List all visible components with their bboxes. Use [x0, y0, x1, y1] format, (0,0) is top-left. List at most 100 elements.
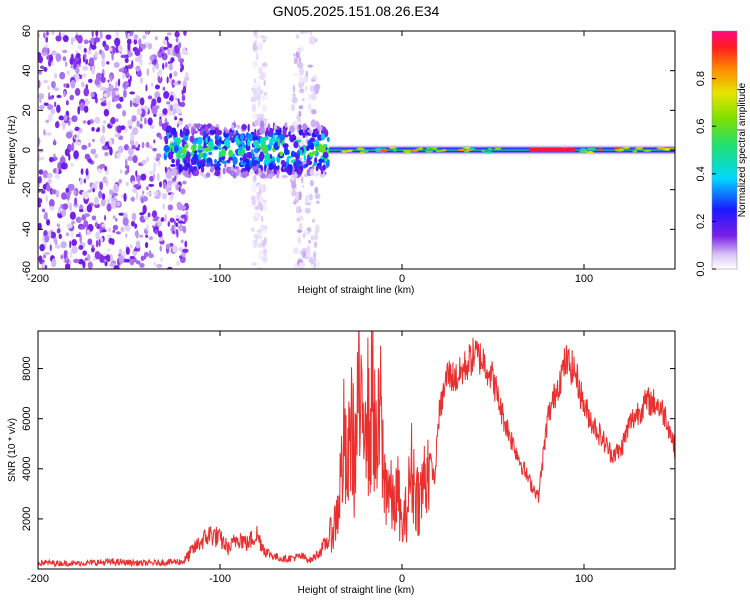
heatmap-cell: [196, 136, 203, 145]
heatmap-cell: [392, 149, 397, 152]
heatmap-cell: [289, 125, 295, 133]
heatmap-cell: [51, 258, 57, 268]
heatmap-cell: [171, 230, 176, 235]
heatmap-cell: [64, 148, 70, 157]
heatmap-cell: [236, 167, 240, 177]
heatmap-cell: [144, 241, 149, 249]
spectrogram-x-ticks: -200 -100 0 100: [27, 31, 593, 285]
heatmap-cell: [298, 191, 302, 201]
heatmap-cell: [53, 138, 56, 146]
heatmap-cell: [91, 244, 95, 248]
heatmap-cell: [388, 146, 396, 149]
heatmap-cell: [221, 148, 227, 157]
heatmap-cell: [177, 220, 184, 224]
heatmap-cell: [111, 51, 114, 61]
heatmap-cell: [127, 147, 134, 156]
heatmap-cell: [311, 263, 315, 269]
heatmap-cell: [83, 105, 89, 113]
heatmap-cell: [55, 35, 62, 42]
heatmap-cell: [63, 250, 68, 259]
heatmap-cell: [124, 80, 129, 87]
heatmap-cell: [257, 42, 263, 51]
heatmap-cell: [101, 223, 106, 228]
heatmap-cell: [161, 62, 165, 70]
heatmap-cell: [178, 163, 183, 173]
heatmap-cell: [379, 149, 388, 153]
heatmap-cell: [38, 79, 41, 89]
heatmap-cell: [159, 48, 163, 53]
heatmap-cell: [175, 159, 180, 167]
heatmap-cell: [314, 172, 320, 177]
heatmap-cell: [177, 98, 180, 104]
heatmap-cell: [82, 120, 87, 124]
spectrogram-y-tick-label: -60: [21, 261, 33, 277]
heatmap-cell: [108, 189, 114, 195]
heatmap-cell: [163, 144, 170, 153]
heatmap-cell: [261, 62, 268, 68]
heatmap-cell: [293, 141, 299, 149]
heatmap-cell: [241, 146, 245, 156]
heatmap-region: [529, 148, 575, 152]
heatmap-cell: [268, 173, 273, 180]
heatmap-cell: [119, 96, 124, 103]
heatmap-cell: [153, 139, 156, 144]
heatmap-cell: [85, 58, 89, 65]
heatmap-cell: [207, 141, 213, 148]
heatmap-cell: [142, 196, 148, 202]
heatmap-cell: [213, 146, 219, 150]
heatmap-cell: [143, 117, 147, 125]
heatmap-cell: [99, 136, 106, 144]
heatmap-cell: [106, 203, 112, 212]
heatmap-cell: [109, 47, 113, 52]
heatmap-cell: [193, 165, 198, 171]
heatmap-cell: [133, 38, 138, 45]
heatmap-cell: [59, 71, 66, 80]
heatmap-cell: [112, 215, 116, 220]
heatmap-cell: [108, 138, 113, 147]
heatmap-cell: [181, 89, 184, 95]
heatmap-cell: [42, 254, 47, 259]
heatmap-cell: [152, 64, 156, 73]
heatmap-cell: [84, 98, 88, 103]
heatmap-cell: [361, 149, 369, 153]
heatmap-cell: [614, 149, 625, 152]
heatmap-cell: [129, 91, 136, 95]
heatmap-cell: [179, 101, 186, 108]
heatmap-cell: [69, 249, 73, 259]
heatmap-cell: [135, 260, 141, 265]
heatmap-cell: [306, 159, 311, 166]
heatmap-cell: [214, 127, 219, 131]
heatmap-cell: [38, 169, 44, 175]
heatmap-cell: [78, 245, 84, 251]
heatmap-cell: [254, 205, 260, 210]
heatmap-cell: [91, 215, 97, 221]
heatmap-cell: [74, 197, 78, 206]
heatmap-cell: [154, 228, 158, 235]
heatmap-cell: [220, 160, 228, 164]
heatmap-cell: [255, 194, 258, 203]
heatmap-cell: [169, 196, 173, 201]
heatmap-cell: [73, 150, 79, 159]
heatmap-cell: [247, 133, 254, 138]
heatmap-cell: [154, 36, 159, 41]
heatmap-cell: [307, 103, 312, 112]
heatmap-cell: [262, 104, 267, 113]
heatmap-cell: [95, 31, 99, 37]
heatmap-cell: [404, 150, 412, 154]
heatmap-cell: [253, 78, 257, 84]
heatmap-cell: [74, 126, 80, 132]
heatmap-cell: [175, 260, 180, 266]
heatmap-cell: [250, 227, 255, 233]
heatmap-cell: [134, 223, 138, 229]
heatmap-cell: [312, 250, 317, 259]
heatmap-cell: [120, 226, 125, 233]
heatmap-cell: [79, 177, 83, 185]
heatmap-cell: [258, 66, 263, 75]
heatmap-cell: [315, 200, 320, 205]
heatmap-cell: [88, 57, 95, 66]
heatmap-cell: [186, 151, 191, 160]
heatmap-cell: [169, 72, 173, 79]
heatmap-cell: [115, 118, 119, 123]
heatmap-cell: [151, 210, 158, 219]
heatmap-cell: [214, 169, 221, 177]
